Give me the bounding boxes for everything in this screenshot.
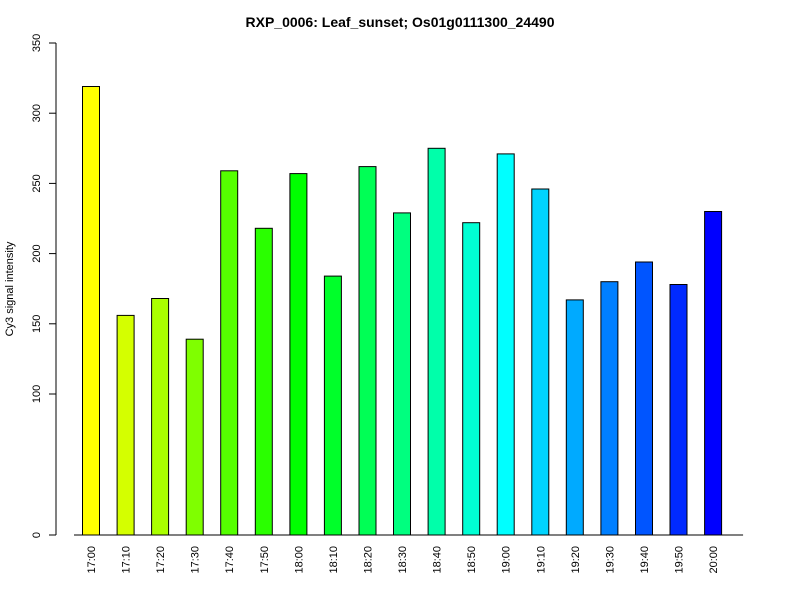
y-tick-label: 200 (31, 244, 43, 262)
bar-1830 (393, 212, 411, 536)
bar-1800 (289, 173, 308, 536)
x-tick-label: 17:30 (190, 546, 202, 574)
x-axis-labels: 17:00 17:10 17:20 17:30 17:40 17:50 18:00 18:10… (86, 546, 720, 574)
x-tick-label: 18:20 (362, 546, 374, 574)
x-tick-label: 17:40 (224, 546, 236, 574)
bar-1750 (254, 227, 273, 536)
x-tick-label: 17:10 (121, 546, 133, 574)
x-tick-label: 19:10 (535, 546, 547, 574)
bar-1910 (531, 188, 550, 536)
bar-1900 (496, 153, 515, 536)
y-tick-label: 350 (31, 34, 43, 52)
bar-1710 (116, 314, 135, 536)
y-tick-label: 0 (31, 532, 43, 538)
y-tick-label: 250 (31, 174, 43, 192)
y-tick-label: 100 (31, 385, 43, 403)
bar-1810 (323, 275, 342, 536)
x-tick-label: 18:40 (432, 546, 444, 574)
x-tick-label: 19:00 (501, 546, 513, 574)
bar-1850 (462, 222, 481, 536)
x-tick-label: 18:10 (328, 546, 340, 574)
x-tick-label: 19:40 (639, 546, 651, 574)
bar-1820 (358, 166, 377, 536)
bars (74, 86, 744, 536)
y-tick-label: 150 (31, 315, 43, 333)
x-tick-label: 19:20 (570, 546, 582, 574)
y-axis: 0 100 150 200 250 300 350 (31, 34, 57, 538)
x-tick-label: 17:00 (86, 546, 98, 574)
y-axis-label: Cy3 signal intensity (4, 241, 16, 336)
bar-1720 (151, 298, 170, 536)
bar-1950 (669, 284, 688, 536)
bar-2000 (704, 211, 723, 536)
x-tick-label: 18:50 (466, 546, 478, 574)
x-tick-label: 20:00 (708, 546, 720, 574)
bar-1930 (600, 281, 619, 536)
x-tick-label: 18:00 (293, 546, 305, 574)
x-tick-label: 18:30 (397, 546, 409, 574)
bar-1920 (565, 299, 584, 536)
chart-title: RXP_0006: Leaf_sunset; Os01g0111300_2449… (246, 14, 555, 30)
x-tick-label: 17:20 (155, 546, 167, 574)
bar-1730 (185, 338, 204, 536)
bar-1940 (635, 261, 653, 536)
bar-1740 (220, 170, 239, 536)
x-tick-label: 19:30 (604, 546, 616, 574)
bar-1840 (427, 147, 446, 536)
y-tick-label: 300 (31, 104, 43, 122)
x-tick-label: 19:50 (674, 546, 686, 574)
x-tick-label: 17:50 (259, 546, 271, 574)
bar-1700 (82, 86, 100, 536)
